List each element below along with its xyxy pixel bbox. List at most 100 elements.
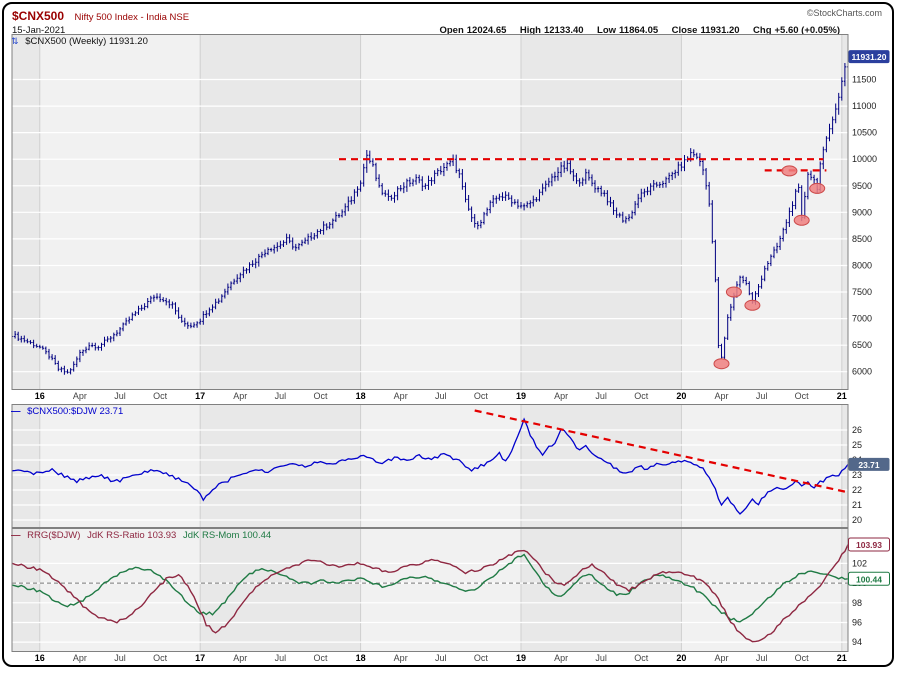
close-value: 11931.20 <box>700 25 740 36</box>
x-axis-year-label: 21 <box>836 391 847 401</box>
x-axis-bottom: 16 Apr Jul Oct 17 Apr Jul Oct 18 Apr Jul Oct 19 Apr Ju… <box>6 653 890 665</box>
x-axis-month-label: Oct <box>313 391 328 401</box>
higher-low-ellipse-annotation <box>793 214 810 226</box>
y-axis-tick: 6500 <box>852 340 872 350</box>
open-label: Open <box>439 25 464 36</box>
rrg-panel: — RRG($DJW) JdK RS-Ratio 103.93 JdK RS-M… <box>6 528 890 652</box>
higher-low-ellipse-annotation <box>725 286 742 298</box>
y-axis-tick: 102 <box>852 558 867 568</box>
x-axis-month-label: Jul <box>595 653 607 663</box>
x-axis-month-label: Apr <box>72 653 87 663</box>
high-value: 12133.40 <box>543 25 584 36</box>
low-label: Low <box>597 25 617 36</box>
x-axis-month-label: Apr <box>72 391 87 401</box>
rrg-name: RRG($DJW) <box>27 530 81 541</box>
x-axis-month-label: Jul <box>755 653 768 663</box>
x-axis-year-label: 20 <box>676 653 687 663</box>
price-legend-text: $CNX500 (Weekly) 11931.20 <box>25 36 148 47</box>
last-value-badge <box>848 537 890 552</box>
x-axis-year-label: 16 <box>34 653 45 663</box>
y-axis-tick: 6000 <box>852 367 872 377</box>
x-axis-month-label: Jul <box>274 391 287 401</box>
x-axis-year-label: 17 <box>195 653 206 663</box>
line-swatch-icon: — <box>11 406 21 417</box>
x-axis-month-label: Jul <box>435 653 447 663</box>
price-legend: ⇅ $CNX500 (Weekly) 11931.20 <box>11 36 152 47</box>
y-axis-tick: 98 <box>852 598 862 608</box>
y-axis-tick: 10500 <box>852 128 877 138</box>
chart-header: $CNX500 Nifty 500 Index - India NSE ©Sto… <box>12 7 884 23</box>
x-axis-month-label: Apr <box>233 653 248 663</box>
x-axis-month-label: Apr <box>233 391 248 401</box>
ohlc-quote: Open 12024.65 High 12133.40 Low 11864.05 Cl… <box>430 20 840 38</box>
higher-low-ellipse-annotation <box>744 299 761 311</box>
rs-ratio-legend: JdK RS-Ratio 103.93 <box>87 530 177 541</box>
quote-row: 15-Jan-2021 Open 12024.65 High 12133.40 Lo… <box>12 20 884 36</box>
price-chart-svg: 11500 11000 10500 10000 9500 9000 8500 8000 7500… <box>11 34 890 390</box>
x-axis-month-label: Oct <box>153 391 168 401</box>
x-axis-month-label: Jul <box>114 653 126 663</box>
updown-arrows-icon: ⇅ <box>11 36 19 46</box>
y-axis-tick: 8500 <box>852 234 872 244</box>
last-value-badge <box>848 571 890 586</box>
x-axis-month-label: Oct <box>153 653 168 663</box>
y-axis-tick: 9000 <box>852 207 872 217</box>
y-axis-tick: 94 <box>852 637 862 647</box>
last-value-badge-text: 100.44 <box>856 574 882 584</box>
symbol-name: Nifty 500 Index - India NSE <box>74 12 190 23</box>
x-axis-year-label: 19 <box>515 653 527 663</box>
x-axis-month-label: Jul <box>755 391 768 401</box>
x-axis-month-label: Oct <box>473 391 488 401</box>
y-axis-tick: 96 <box>852 618 862 628</box>
y-axis-tick: 22 <box>852 485 862 495</box>
x-axis-month-label: Apr <box>393 391 408 401</box>
rrg-legend: — RRG($DJW) JdK RS-Ratio 103.93 JdK RS-M… <box>11 530 275 541</box>
x-axis-year-label: 18 <box>355 653 366 663</box>
y-axis-tick: 26 <box>852 425 862 435</box>
chart-frame: $CNX500 Nifty 500 Index - India NSE ©Sto… <box>2 2 894 667</box>
x-axis-month-label: Oct <box>634 391 649 401</box>
x-axis-month-label: Oct <box>473 653 488 663</box>
last-value-badge-text: 103.93 <box>856 540 882 550</box>
last-value-badge <box>848 50 890 64</box>
stockcharts-credit-link[interactable]: ©StockCharts.com <box>806 8 882 18</box>
last-value-badge-text: 11931.20 <box>852 52 887 62</box>
x-axis-year-label: 17 <box>195 391 206 401</box>
ratio-legend-text: $CNX500:$DJW 23.71 <box>27 406 124 417</box>
open-value: 12024.65 <box>466 25 507 36</box>
x-axis-month-label: Apr <box>714 391 729 401</box>
x-axis-month-label: Jul <box>114 391 126 401</box>
chg-value: +5.60 (+0.05%) <box>774 25 841 36</box>
x-axis-month-label: Apr <box>393 653 408 663</box>
higher-low-ellipse-annotation <box>713 358 730 370</box>
y-axis-tick: 8000 <box>852 261 872 271</box>
weekly-candles <box>12 54 848 375</box>
higher-low-ellipse-annotation <box>781 165 798 177</box>
y-axis-tick: 11000 <box>852 101 876 111</box>
x-axis-year-label: 21 <box>836 653 847 663</box>
x-axis-month-label: Apr <box>714 653 729 663</box>
x-axis-month-label: Jul <box>274 653 287 663</box>
ratio-line <box>12 417 848 515</box>
last-value-badge <box>848 457 890 471</box>
x-axis-year-label: 20 <box>676 391 687 401</box>
y-axis-tick: 11500 <box>852 75 876 85</box>
y-axis-tick: 20 <box>852 515 862 525</box>
y-axis-tick: 7000 <box>852 314 872 324</box>
chg-label: Chg <box>753 25 772 36</box>
symbol: $CNX500 <box>12 9 65 23</box>
x-axis-month-label: Jul <box>595 391 607 401</box>
y-axis-tick: 21 <box>852 500 862 510</box>
x-axis-month-label: Oct <box>794 391 809 401</box>
line-swatch-icon: — <box>11 530 21 541</box>
x-axis-month-label: Jul <box>435 391 447 401</box>
x-axis-main: 16 Apr Jul Oct 17 Apr Jul Oct 18 Apr Jul Oct 19 Apr Ju… <box>6 391 890 403</box>
last-value-badge-text: 23.71 <box>858 460 880 470</box>
close-label: Close <box>671 25 698 36</box>
x-axis-year-label: 18 <box>355 391 366 401</box>
x-axis-year-label: 19 <box>515 391 527 401</box>
ratio-panel: — $CNX500:$DJW 23.71 2625242322212023.71 <box>6 404 890 528</box>
rs-mom-legend: JdK RS-Mom 100.44 <box>182 530 272 541</box>
rs-ratio-line <box>12 544 848 643</box>
